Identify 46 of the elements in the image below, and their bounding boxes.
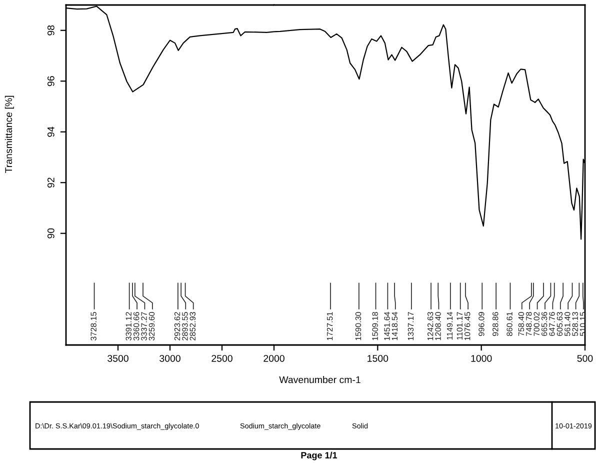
- y-tick-label: 94: [47, 126, 54, 137]
- annotation: 2893.55: [182, 312, 188, 340]
- x-tick-label: 3000: [160, 354, 180, 362]
- annotation: 510.15: [580, 312, 586, 336]
- annotation: 1590.30: [355, 312, 362, 340]
- x-tick-label: 1500: [368, 354, 388, 362]
- y-tick-label: 96: [47, 76, 54, 86]
- y-axis-title: Transmittance [%]: [4, 96, 14, 173]
- annotation: 1101.17: [456, 312, 463, 340]
- y-tick-label: 98: [47, 25, 54, 36]
- annotation: 3728.15: [90, 312, 96, 340]
- text: Page 1/1: [301, 452, 338, 460]
- annotation: 3259.60: [148, 312, 155, 340]
- x-axis-title: Wavenumber cm-1: [279, 376, 360, 384]
- annotation: 665.36: [541, 312, 548, 336]
- annotation: 1509.18: [372, 312, 378, 340]
- annotation: 647.76: [549, 312, 555, 336]
- annotation: 860.61: [506, 312, 512, 336]
- annotation: 996.09: [478, 312, 484, 336]
- annotation: 758.40: [518, 312, 524, 336]
- annotation: 3391.12: [126, 312, 132, 340]
- annotation: 2923.62: [174, 312, 180, 340]
- annotation: 1337.17: [408, 312, 414, 340]
- annotation: 1451.64: [384, 312, 390, 340]
- x-tick-label: 1000: [471, 354, 492, 362]
- annotation: 3337.27: [141, 312, 147, 340]
- annotation: 748.78: [526, 312, 532, 336]
- x-tick-label: 2500: [212, 354, 232, 362]
- annotation: 1149.14: [446, 312, 453, 340]
- annotation: 700.02: [534, 312, 540, 336]
- annotation: 561.40: [564, 312, 570, 336]
- annotation: 605.63: [556, 312, 563, 336]
- annotation: 928.86: [492, 312, 498, 336]
- annotation: 1208.40: [435, 312, 441, 340]
- x-tick-label: 500: [577, 354, 593, 362]
- annotation: 2852.93: [190, 312, 196, 340]
- annotation: 1727.51: [326, 312, 333, 340]
- annotation: 1076.45: [464, 312, 470, 340]
- annotation: 1242.63: [427, 312, 434, 340]
- y-tick-label: 90: [47, 228, 54, 238]
- x-tick-label: 3500: [108, 354, 128, 362]
- annotation: 1418.54: [392, 312, 398, 340]
- annotation: 3360.66: [133, 312, 140, 340]
- y-tick-label: 92: [47, 178, 54, 188]
- annotation: 528.13: [572, 312, 578, 336]
- x-tick-label: 2000: [264, 354, 284, 362]
